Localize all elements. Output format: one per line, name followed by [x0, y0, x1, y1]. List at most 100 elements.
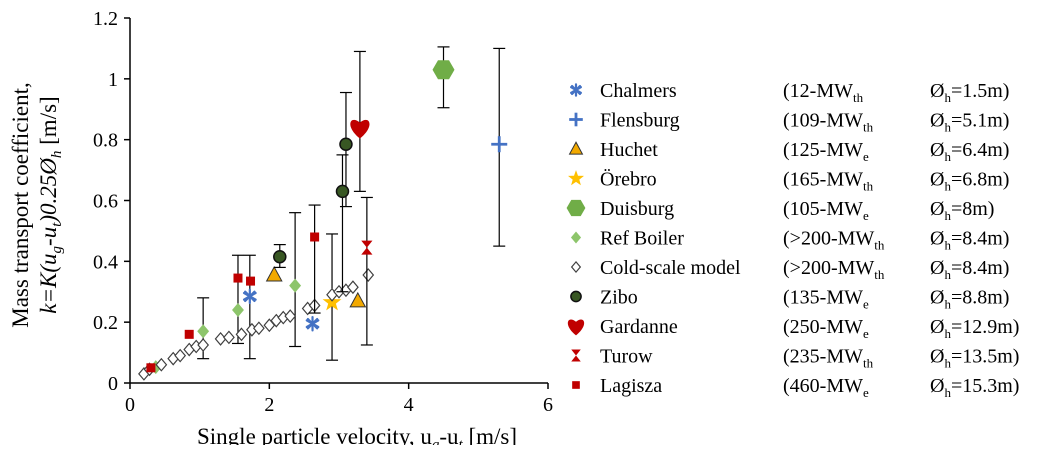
legend-diameter: Øh=6.8m) [930, 169, 1009, 194]
legend-detail-sub: th [874, 267, 885, 282]
legend-detail-text: (125-MW [783, 139, 863, 161]
data-point [305, 315, 320, 332]
data-point [265, 265, 283, 282]
series-cold-scale-model [138, 268, 375, 381]
legend-diameter-value: =12.9m) [951, 316, 1020, 338]
y-tick-label: 0.2 [93, 312, 118, 334]
data-point [197, 338, 210, 352]
x-axis-title-text: Single particle velocity, u [197, 424, 432, 445]
legend-diameter-value: =5.1m) [951, 110, 1010, 132]
legend-diameter: Øh=5.1m) [930, 110, 1009, 135]
data-point [246, 276, 256, 286]
data-point [235, 327, 248, 342]
legend-detail-sub: e [863, 385, 869, 400]
legend-label: Gardanne [600, 316, 678, 338]
y-tick-label: 0.6 [93, 191, 118, 213]
x-tick-label: 2 [264, 394, 274, 416]
legend-label: Huchet [600, 139, 658, 161]
legend-detail-sub: e [863, 149, 869, 164]
x-axis-title-unit: [m/s] [463, 424, 517, 445]
legend-detail: (>200-MWth [783, 257, 885, 282]
series-lagisza [146, 204, 321, 373]
data-point [347, 280, 359, 295]
series-ref-boiler [149, 212, 302, 375]
legend-entry: Zibo (135-MWe Øh=8.8m) [570, 287, 1010, 312]
axis-titles: Single particle velocity, ug-ut [m/s] Mas… [8, 82, 517, 450]
legend-diameter-value: =8.8m) [951, 287, 1010, 309]
axes [129, 18, 548, 384]
legend-diameter-value: =1.5m) [951, 80, 1010, 102]
data-point [339, 137, 353, 151]
legend-detail-text: (165-MW [783, 169, 863, 191]
legend-detail: (250-MWe [783, 316, 869, 341]
data-point [233, 273, 243, 283]
error-bar [308, 204, 321, 314]
data-point [214, 331, 227, 346]
legend-diameter-sub: h [944, 297, 951, 312]
legend-detail: (12-MWth [783, 80, 864, 105]
legend-detail-sub: th [874, 238, 885, 253]
legend-diameter-symbol: Ø [930, 287, 944, 309]
legend-entry: Flensburg (109-MWth Øh=5.1m) [569, 110, 1009, 135]
y-axis-title-sub1: g [49, 245, 65, 253]
legend-entry: Huchet (125-MWe Øh=6.4m) [568, 139, 1009, 164]
data-point [174, 348, 187, 363]
legend-diameter-sub: h [944, 90, 951, 105]
legend-diameter-sub: h [944, 149, 951, 164]
legend-marker [570, 231, 582, 244]
legend-detail: (460-MWe [783, 375, 869, 400]
legend-diameter-value: =8m) [951, 198, 995, 220]
y-axis-title-mid: -u [36, 227, 61, 246]
y-tick-label: 0.8 [93, 130, 118, 152]
error-bar [360, 196, 373, 346]
legend-label: Chalmers [600, 80, 677, 102]
y-tick-label: 1 [108, 69, 118, 91]
legend-diameter-symbol: Ø [930, 198, 944, 220]
legend-diameter-sub: h [944, 208, 951, 223]
legend-detail-sub: th [863, 179, 874, 194]
legend: Chalmers (12-MWth Øh=1.5m)Flensburg (109-MW… [566, 80, 1020, 400]
data-point [242, 288, 257, 305]
legend-detail-sub: e [863, 208, 869, 223]
legend-diameter-sub: h [944, 385, 951, 400]
legend-diameter-symbol: Ø [930, 346, 944, 368]
y-axis-title-line1: Mass transport coefficient, [8, 82, 33, 327]
legend-entry: Turow (235-MWth Øh=13.5m) [571, 346, 1019, 371]
data-point [252, 321, 265, 336]
legend-diameter: Øh=13.5m) [930, 346, 1019, 371]
legend-diameter: Øh=6.4m) [930, 139, 1009, 164]
legend-detail: (105-MWe [783, 198, 869, 223]
legend-detail-text: (460-MW [783, 375, 863, 397]
x-axis-title-mid: -u [439, 424, 459, 445]
data-point [491, 136, 508, 153]
series-flensburg [491, 47, 508, 247]
legend-diameter: Øh=15.3m) [930, 375, 1019, 400]
legend-diameter-value: =8.4m) [951, 228, 1010, 250]
legend-diameter: Øh=8.4m) [930, 228, 1009, 253]
legend-diameter-symbol: Ø [930, 257, 944, 279]
legend-marker [566, 199, 586, 217]
legend-marker [569, 112, 583, 127]
legend-diameter-value: =6.4m) [951, 139, 1010, 161]
legend-detail-text: (235-MW [783, 346, 863, 368]
legend-label: Turow [600, 346, 653, 368]
data-point [362, 268, 375, 282]
legend-detail: (>200-MWth [783, 228, 885, 253]
legend-detail-sub: e [863, 297, 869, 312]
error-bar [243, 254, 256, 360]
legend-marker [570, 260, 582, 274]
legend-marker [570, 290, 582, 303]
legend-diameter-sub: h [944, 120, 951, 135]
legend-detail-text: (>200-MW [783, 257, 874, 279]
legend-entry: Lagisza (460-MWe Øh=15.3m) [572, 375, 1019, 400]
data-point [184, 329, 194, 339]
data-point [335, 184, 350, 199]
legend-label: Ref Boiler [600, 228, 684, 250]
x-axis-title: Single particle velocity, ug-ut [m/s] [197, 424, 517, 445]
legend-diameter-symbol: Ø [930, 169, 944, 191]
legend-detail: (135-MWe [783, 287, 869, 312]
legend-diameter-value: =8.4m) [951, 257, 1010, 279]
legend-entry: Örebro (165-MWth Øh=6.8m) [568, 168, 1009, 194]
legend-detail-text: (250-MW [783, 316, 863, 338]
